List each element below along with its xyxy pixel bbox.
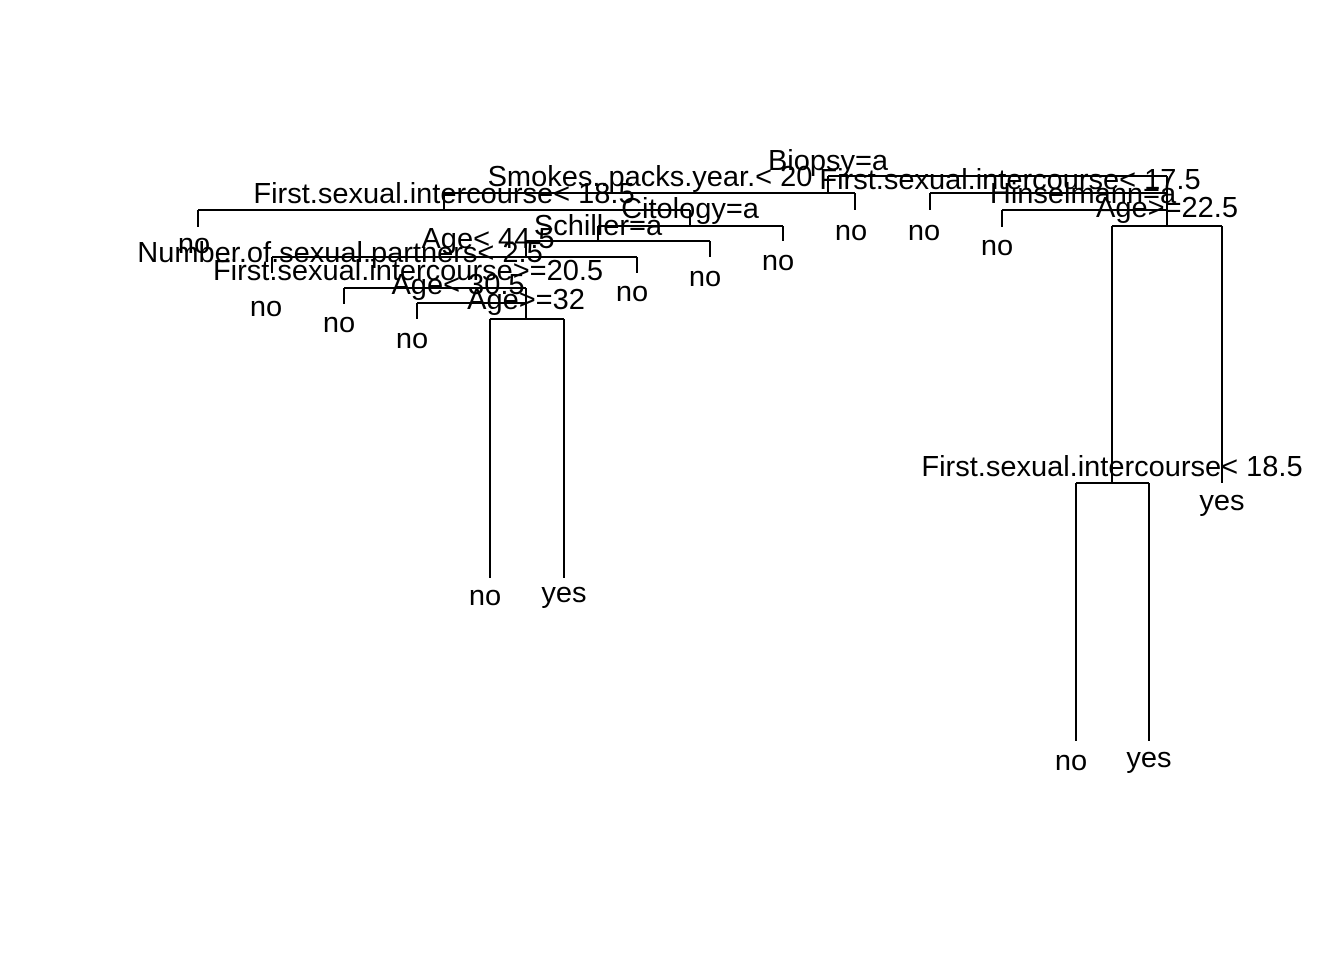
split-label-num-partners: Number.of.sexual.partners< 2.5 xyxy=(137,237,542,269)
leaf-label: no xyxy=(1055,745,1087,777)
split-label-hinselmann: Hinselmann=a xyxy=(990,178,1177,210)
split-label-citology: Citology=a xyxy=(621,193,760,225)
tree-edges xyxy=(197,175,1223,741)
split-label-schiller: Schiller=a xyxy=(534,210,663,242)
leaf-label: no xyxy=(469,580,501,612)
leaf-label: yes xyxy=(1126,742,1171,774)
split-label-first-sex-18-right: First.sexual.intercourse< 18.5 xyxy=(921,451,1302,483)
leaf-label: no xyxy=(178,228,210,260)
leaf-label: no xyxy=(616,276,648,308)
split-label-first-sex-20: First.sexual.intercourse>=20.5 xyxy=(213,255,603,287)
split-label-age-32: Age>=32 xyxy=(467,284,585,316)
leaf-label: no xyxy=(250,291,282,323)
leaf-label: yes xyxy=(541,577,586,609)
leaf-label: no xyxy=(323,307,355,339)
split-label-age-30: Age< 30.5 xyxy=(391,269,524,301)
leaf-label: no xyxy=(396,323,428,355)
split-label-first-sex-18-left: First.sexual.intercourse< 18.5 xyxy=(253,178,634,210)
split-label-smokes: Smokes..packs.year.< 20 xyxy=(488,161,813,193)
leaf-label: no xyxy=(689,261,721,293)
leaf-label: no xyxy=(908,215,940,247)
split-label-age-22: Age>=22.5 xyxy=(1096,192,1238,224)
split-label-age-44: Age< 44.5 xyxy=(421,223,554,255)
split-label-first-sex-17: First.sexual.intercourse< 17.5 xyxy=(819,164,1200,196)
leaf-label: no xyxy=(762,245,794,277)
split-label-biopsy: Biopsy=a xyxy=(768,145,889,177)
leaf-label: no xyxy=(835,215,867,247)
leaf-label: no xyxy=(981,230,1013,262)
leaf-label: yes xyxy=(1199,485,1244,517)
